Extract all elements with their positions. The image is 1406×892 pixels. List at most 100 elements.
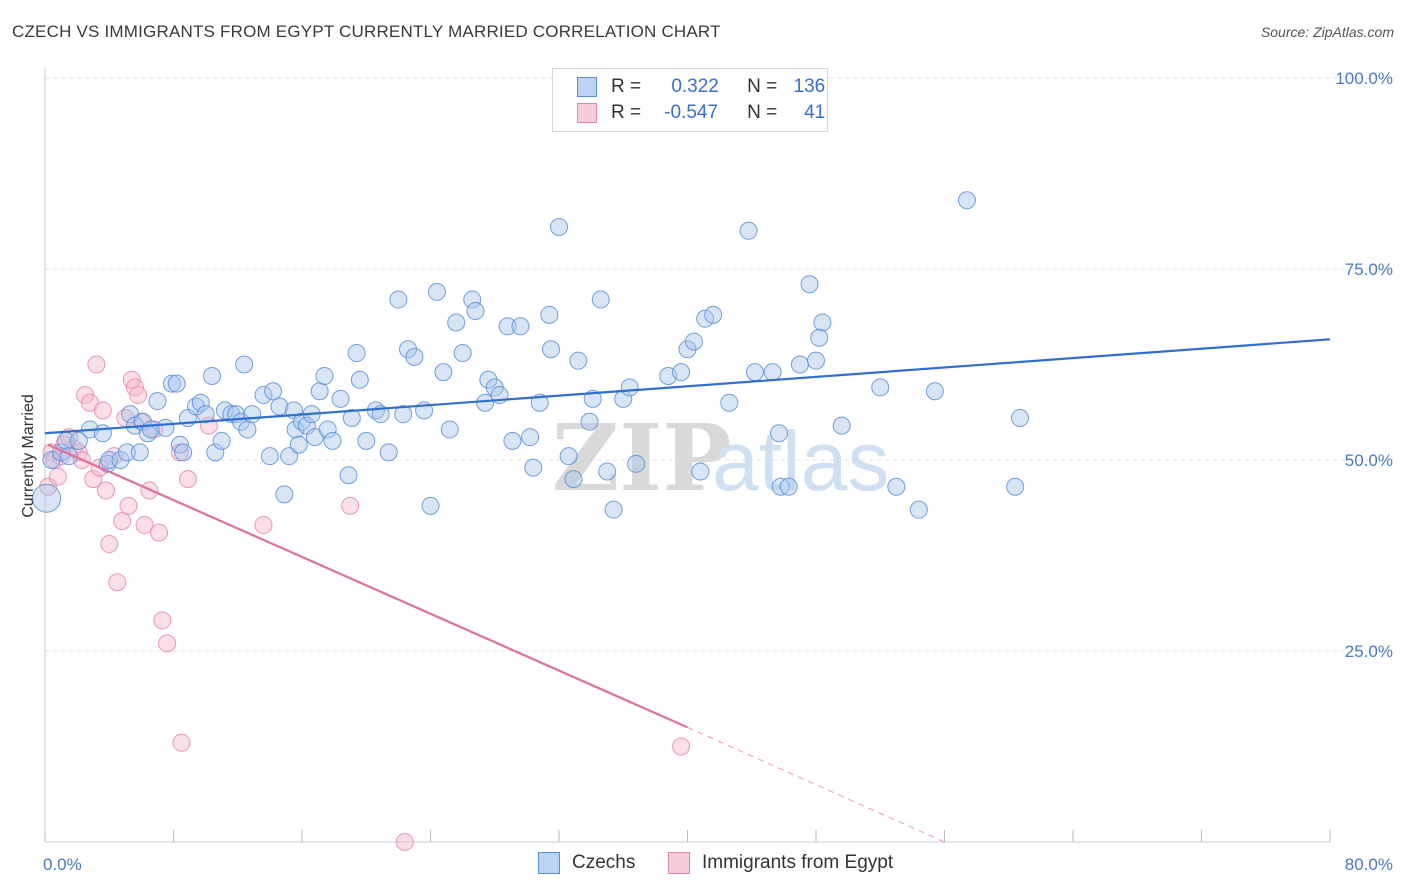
egypt-point (113, 512, 132, 531)
y-tick-label: 75.0% (1345, 260, 1393, 279)
czech-point (286, 420, 305, 439)
czech-point (957, 191, 976, 210)
czech-point (206, 443, 225, 462)
czech-point (604, 500, 623, 519)
egypt-point (119, 496, 138, 515)
czech-point (925, 382, 944, 401)
czech-point (203, 366, 222, 385)
watermark-atlas: atlas (712, 414, 889, 508)
czech-point (583, 389, 602, 408)
egypt-point (178, 470, 197, 489)
egypt-point (150, 523, 169, 542)
czech-point (434, 363, 453, 382)
czech-point (479, 370, 498, 389)
czech-point (720, 393, 739, 412)
czech-point (148, 392, 167, 411)
czech-point (331, 389, 350, 408)
legend-n-label: N = (747, 102, 778, 123)
czech-point (620, 378, 639, 397)
czech-point (167, 374, 186, 393)
czech-point (813, 313, 832, 332)
egypt-point (93, 401, 112, 420)
czech-point (745, 363, 764, 382)
czech-point (466, 302, 485, 321)
trend-lines (44, 338, 1331, 843)
czech-point (521, 428, 540, 447)
czech-point (117, 443, 136, 462)
bottom-swatch-egypt (668, 852, 690, 874)
czech-point (260, 447, 279, 466)
egypt-point (129, 386, 148, 405)
czech-point (704, 305, 723, 324)
bottom-swatch-czechs (538, 852, 560, 874)
czech-point (672, 363, 691, 382)
czech-point (42, 451, 61, 469)
czech-point (871, 378, 890, 397)
egypt-point (341, 496, 360, 515)
legend-swatch-czechs (577, 77, 597, 97)
egypt-point (39, 477, 58, 496)
tick-labels: 25.0% 50.0% 75.0% 100.0% 0.0% 80.0% (43, 69, 1393, 874)
egypt-point (158, 634, 177, 653)
czech-point (559, 447, 578, 466)
czech-point (379, 443, 398, 462)
czech-point (394, 405, 413, 424)
czech-point (69, 431, 88, 450)
egypt-point (97, 481, 116, 500)
czech-point (800, 275, 819, 294)
czech-point (275, 485, 294, 504)
czech-point (342, 408, 361, 427)
czech-point (909, 500, 928, 519)
czech-point (453, 344, 472, 363)
bottom-label-czechs: Czechs (572, 852, 636, 873)
egypt-point (672, 737, 691, 756)
czech-point (1010, 408, 1029, 427)
egypt-point (48, 467, 67, 486)
czech-point (318, 420, 337, 439)
czech-point (598, 462, 617, 481)
czech-point (678, 340, 697, 359)
czech-point (421, 496, 440, 515)
gridlines (45, 77, 1390, 652)
y-tick-label: 50.0% (1345, 451, 1393, 470)
legend-r-value: -0.547 (664, 102, 719, 123)
czech-point (790, 355, 809, 374)
source-credit: Source: ZipAtlas.com (1260, 24, 1394, 40)
legend-r-label: R = (611, 76, 642, 97)
egypt-trend-line (47, 443, 688, 729)
czech-trend-line (44, 338, 1331, 435)
czech-point (763, 363, 782, 382)
egypt-point (395, 833, 414, 851)
czech-point (191, 393, 210, 412)
egypt-point (84, 470, 103, 489)
y-tick-label: 25.0% (1345, 642, 1393, 661)
czech-point (427, 282, 446, 301)
czech-point (347, 344, 366, 363)
bottom-label-egypt: Immigrants from Egypt (702, 852, 894, 873)
y-tick-label: 100.0% (1335, 69, 1393, 88)
czech-point (339, 466, 358, 485)
chart-title: CZECH VS IMMIGRANTS FROM EGYPT CURRENTLY… (12, 22, 721, 41)
egypt-point (87, 355, 106, 374)
czech-point (887, 477, 906, 496)
czech-point (627, 454, 646, 473)
x-tick-label: 80.0% (1345, 855, 1393, 874)
czech-point (691, 462, 710, 481)
czech-point (591, 290, 610, 309)
egypt-point (100, 535, 119, 554)
czech-point (511, 317, 530, 336)
y-axis-label: Currently Married (20, 394, 37, 518)
czech-point (405, 347, 424, 366)
czech-point (243, 405, 262, 424)
czech-point (580, 412, 599, 431)
czech-point (254, 386, 273, 405)
czech-point (810, 328, 829, 347)
czech-point (32, 483, 62, 513)
legend-n-label: N = (747, 76, 778, 97)
czech-point (503, 431, 522, 450)
legend-row-egypt: R = -0.547 N = 41 (577, 101, 825, 125)
czech-point (264, 382, 283, 401)
egypt-point (108, 573, 127, 592)
x-tick-label: 0.0% (43, 855, 82, 874)
czech-point (447, 313, 466, 332)
